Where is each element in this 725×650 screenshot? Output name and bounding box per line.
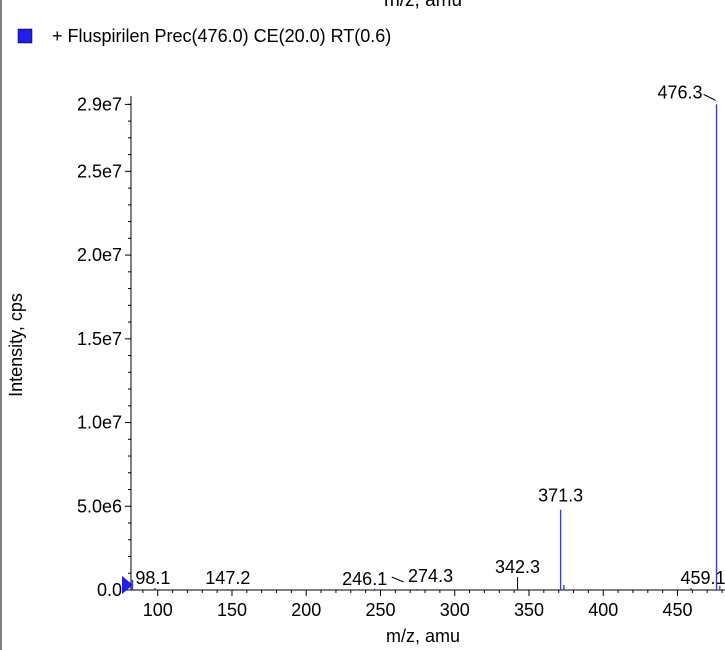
peak-leader (391, 576, 404, 583)
y-ticks: 0.0 5.0e6 1.0e7 1.5e7 2.0e7 2.5e7 2.9e7 (77, 94, 131, 600)
peak-label: 342.3 (495, 557, 540, 577)
x-tick-label: 300 (440, 600, 470, 620)
legend-swatch (17, 28, 33, 44)
peak-label: 371.3 (538, 486, 583, 506)
x-tick-label: 100 (143, 600, 173, 620)
y-tick-label: 2.9e7 (77, 94, 122, 114)
x-axis-title: m/z, amu (386, 626, 460, 646)
legend-label: + Fluspirilen Prec(476.0) CE(20.0) RT(0.… (52, 26, 391, 46)
x-tick-label: 250 (365, 600, 395, 620)
peak-label: 147.2 (205, 568, 250, 588)
y-axis-title: Intensity, cps (6, 293, 26, 397)
y-tick-label: 1.5e7 (77, 329, 122, 349)
peak-label: 98.1 (135, 568, 170, 588)
legend: + Fluspirilen Prec(476.0) CE(20.0) RT(0.… (17, 26, 391, 46)
x-tick-label: 400 (588, 600, 618, 620)
x-tick-label: 200 (291, 600, 321, 620)
y-tick-label: 2.0e7 (77, 245, 122, 265)
origin-marker (122, 576, 133, 594)
peak-labels: 98.1 147.2 246.1 274.3 342.3 371.3 459.1 476.3 (135, 82, 725, 589)
y-tick-label: 5.0e6 (77, 496, 122, 516)
peak-label: 274.3 (408, 566, 453, 586)
y-tick-label: 2.5e7 (77, 161, 122, 181)
y-tick-label: 1.0e7 (77, 413, 122, 433)
peak-label: 476.3 (657, 82, 702, 102)
y-tick-label: 0.0 (97, 580, 122, 600)
peak-leader (703, 93, 716, 101)
x-tick-label: 350 (514, 600, 544, 620)
x-tick-label: 450 (662, 600, 692, 620)
axes (130, 96, 725, 591)
peaks (131, 104, 721, 590)
x-tick-label: 150 (217, 600, 247, 620)
peak-label: 246.1 (342, 569, 387, 589)
top-clipped-label: m/z, amu (384, 0, 462, 11)
peak-label: 459.1 (680, 568, 725, 588)
x-ticks: 100 150 200 250 300 350 400 450 (142, 590, 723, 620)
